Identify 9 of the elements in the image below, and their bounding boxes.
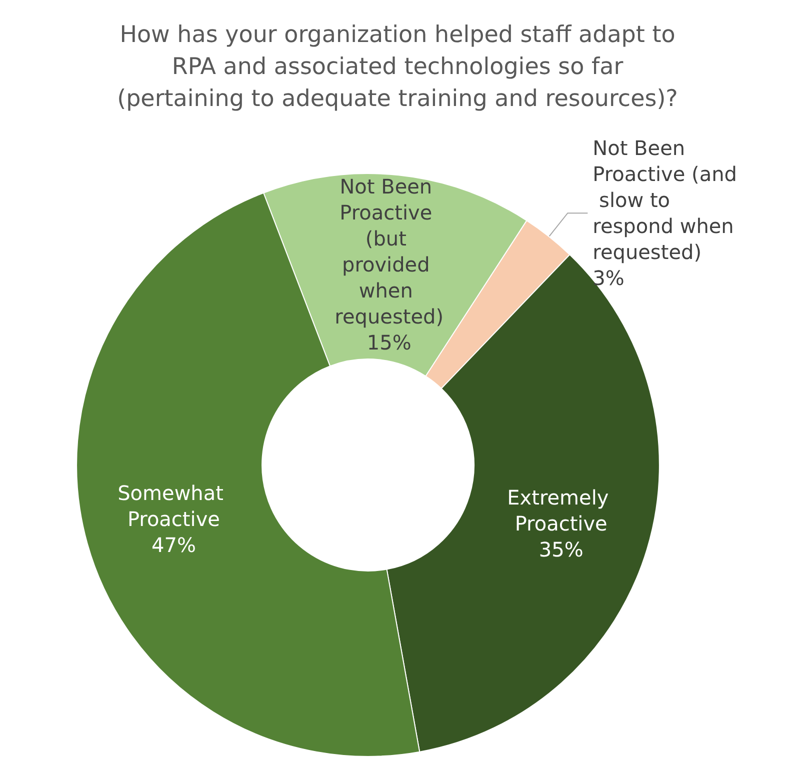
slice-label: Extremely Proactive — [507, 485, 616, 536]
slice-label: Not Been Proactive (and slow to respond when requested) — [592, 136, 740, 264]
chart-title: How has your organization helped staff adapt to RPA and associated technologies so far (pertaining to adequate training and resources)? — [117, 22, 678, 112]
slice-label: Not Been Proactive (but provided when requested) — [334, 174, 444, 328]
data-label: 35% — [538, 537, 584, 562]
slice-label: Somewhat Proactive — [118, 481, 230, 532]
data-label: 47% — [151, 533, 196, 558]
data-label: 3% — [592, 266, 624, 290]
data-label: 15% — [366, 330, 412, 354]
